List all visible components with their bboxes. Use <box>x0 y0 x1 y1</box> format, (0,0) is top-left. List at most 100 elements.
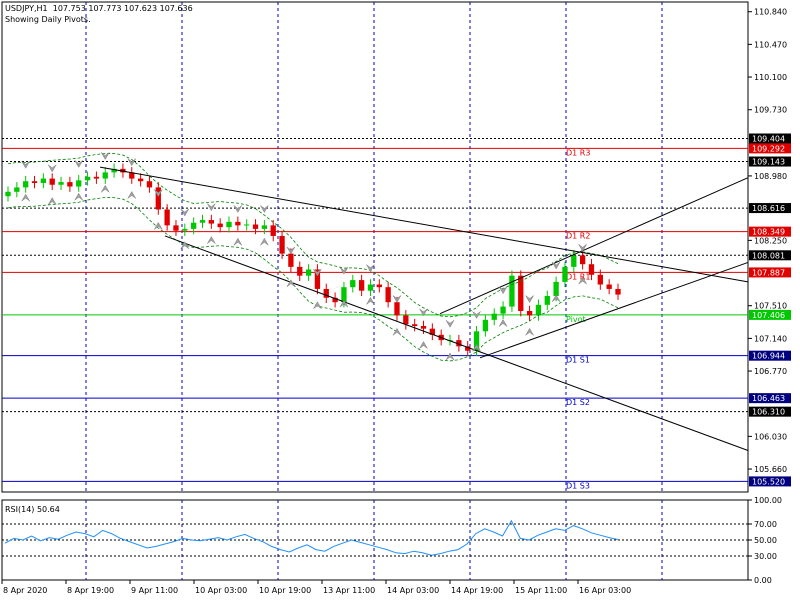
pivot-tag-label-2: 107.887 <box>752 268 785 277</box>
pivot-label-3: Pivot <box>566 315 586 324</box>
candle-body <box>5 191 11 197</box>
candle-body <box>420 326 427 329</box>
main-panel-frame <box>1 1 749 493</box>
fractal-down-marker <box>74 192 83 201</box>
y-tick-label: 106.770 <box>754 367 787 376</box>
pivots-subtitle: Showing Daily Pivots. <box>5 15 91 24</box>
candle-body <box>403 315 409 325</box>
candle-body <box>456 340 462 347</box>
pivot-tag-6 <box>749 476 791 487</box>
fractal-up-marker <box>286 246 296 255</box>
candle-body <box>376 284 382 288</box>
rsi-title: RSI(14) 50.64 <box>5 505 60 514</box>
y-tick-label: 110.840 <box>754 8 787 17</box>
pivot-tag-label-4: 106.944 <box>752 352 785 361</box>
fractal-up-marker <box>339 267 349 275</box>
pivot-label-4: D1 S1 <box>566 356 590 365</box>
fractal-up-marker <box>101 152 110 161</box>
candle-body <box>341 287 347 303</box>
fractal-up-marker <box>445 320 455 328</box>
fractal-down-marker <box>578 276 587 285</box>
candle-body <box>23 181 29 188</box>
rsi-tick-label: 50.00 <box>754 536 777 545</box>
y-tick-label: 105.660 <box>754 465 787 474</box>
fractal-down-marker <box>419 341 428 349</box>
fractal-down-marker <box>233 237 243 246</box>
fractal-up-marker <box>525 295 534 304</box>
rsi-tick-label: 70.00 <box>754 520 777 529</box>
fractal-down-marker <box>260 237 269 246</box>
fractal-up-marker <box>392 295 402 304</box>
candle-body <box>394 302 400 316</box>
candle-body <box>350 280 356 288</box>
level-tag-label: 106.310 <box>752 408 785 417</box>
candle-body <box>314 269 321 289</box>
candle-body <box>579 255 586 265</box>
level-tag-label: 109.143 <box>752 158 785 167</box>
candle-body <box>67 182 73 187</box>
x-tick-label: 9 Apr 11:00 <box>131 586 178 595</box>
fractal-down-marker <box>366 296 375 305</box>
candle-body <box>288 253 294 267</box>
candle-body <box>261 225 268 229</box>
candle-body <box>182 228 188 231</box>
pivot-tag-1 <box>749 226 791 237</box>
candle-body <box>571 255 577 267</box>
candle-body <box>323 288 329 298</box>
fractal-up-marker <box>472 311 481 319</box>
channel-upper-up <box>439 177 749 315</box>
pivot-tag-0 <box>749 143 791 154</box>
level-tag <box>749 203 791 214</box>
candle-body <box>429 328 435 335</box>
candle-body <box>297 266 303 276</box>
level-tag <box>749 156 791 167</box>
level-tag-label: 108.616 <box>752 204 785 213</box>
x-tick-label: 8 Apr 2020 <box>3 586 47 595</box>
pivot-label-0: D1 R3 <box>566 148 590 157</box>
fractal-up-marker <box>233 205 243 213</box>
candle-body <box>58 182 64 185</box>
fractal-up-marker <box>551 261 561 270</box>
rsi-tick-label: 0.00 <box>754 576 772 585</box>
candle-body <box>155 187 161 210</box>
candle-body <box>553 281 559 296</box>
channel-lower-up <box>479 261 749 359</box>
candle-body <box>270 225 276 236</box>
candle-body <box>14 187 20 192</box>
candle-body <box>235 221 241 226</box>
candle-body <box>111 168 117 173</box>
fractal-down-marker <box>498 318 508 327</box>
candle-body <box>102 172 108 179</box>
candle-body <box>84 176 91 181</box>
fractal-up-marker <box>313 268 322 277</box>
candle-body <box>588 264 595 275</box>
candle-body <box>332 297 338 303</box>
symbol-info: USDJPY,H1 107.753 107.773 107.623 107.63… <box>5 4 193 13</box>
fractal-up-marker <box>180 208 190 217</box>
fractal-up-marker <box>207 203 216 212</box>
fractal-up-marker <box>366 264 375 273</box>
level-tag <box>749 250 791 261</box>
fractal-up-marker <box>578 244 587 252</box>
fractal-up-marker <box>154 189 163 198</box>
pivot-tag-label-3: 107.406 <box>752 311 785 320</box>
candle-body <box>473 331 480 351</box>
fractal-down-marker <box>101 184 110 193</box>
candle-body <box>482 319 489 332</box>
x-tick-label: 14 Apr 19:00 <box>451 586 503 595</box>
fractal-down-marker <box>392 327 402 336</box>
level-tag-label: 109.404 <box>752 134 785 143</box>
candle-body <box>49 178 55 185</box>
candle-body <box>76 180 82 187</box>
candle-body <box>305 269 312 276</box>
rsi-line <box>4 519 619 556</box>
fractal-down-marker <box>339 299 349 308</box>
candle-body <box>217 223 223 228</box>
fractal-down-marker <box>21 193 30 202</box>
candle-body <box>40 178 47 183</box>
pivot-tag-3 <box>749 309 791 320</box>
candle-body <box>465 346 471 351</box>
rsi-tick-label: 100.00 <box>754 496 782 505</box>
candle-body <box>509 275 515 307</box>
